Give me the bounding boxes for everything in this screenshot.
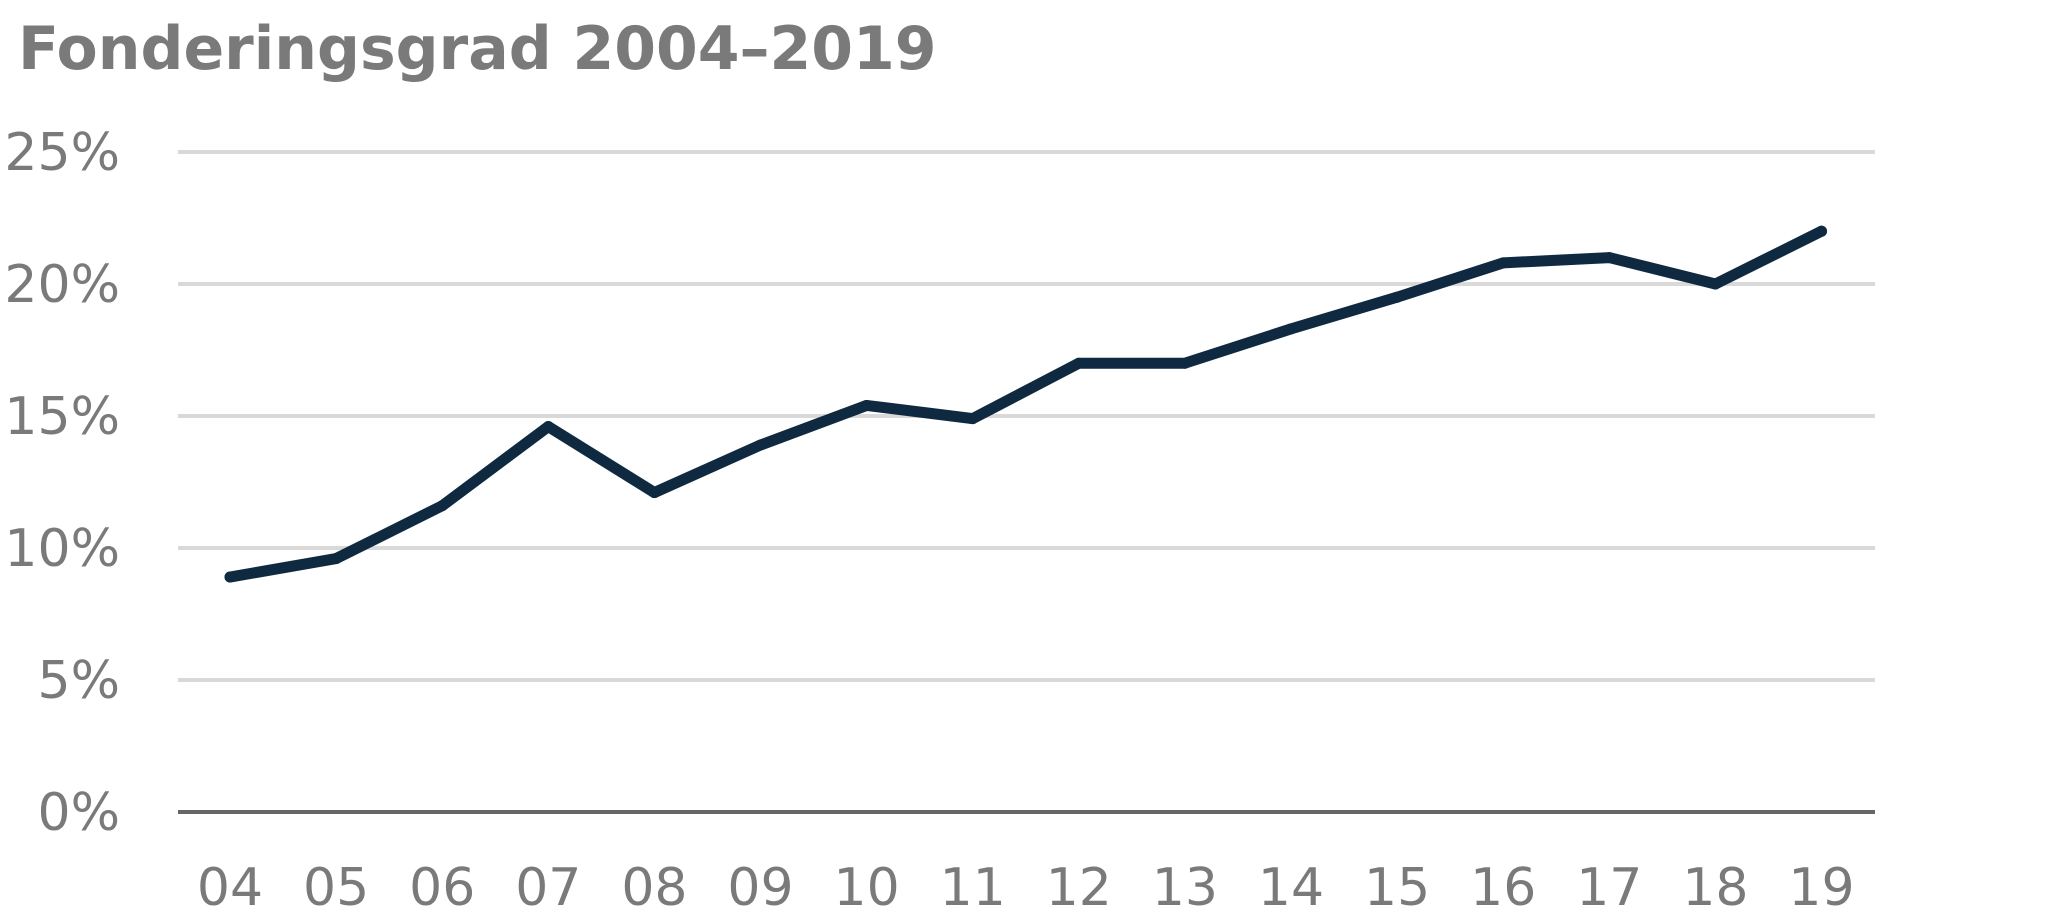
series-line xyxy=(224,225,1827,583)
x-tick-label: 17 xyxy=(1576,858,1642,918)
x-tick-label: 09 xyxy=(727,858,793,918)
x-tick-label: 05 xyxy=(303,858,369,918)
y-tick-label: 0% xyxy=(38,783,121,843)
x-axis-tick-labels: 04 05 06 07 08 09 10 11 12 13 14 15 16 17 18 19 xyxy=(197,858,1855,918)
x-tick-label: 16 xyxy=(1470,858,1536,918)
data-point xyxy=(224,571,236,583)
x-tick-label: 18 xyxy=(1682,858,1748,918)
x-tick-label: 10 xyxy=(834,858,900,918)
y-tick-label: 20% xyxy=(4,255,120,315)
data-point xyxy=(967,413,979,425)
x-tick-label: 12 xyxy=(1046,858,1112,918)
y-tick-label: 10% xyxy=(4,519,120,579)
x-tick-label: 19 xyxy=(1788,858,1854,918)
y-tick-label: 5% xyxy=(38,651,121,711)
data-point xyxy=(1073,357,1085,369)
x-tick-label: 11 xyxy=(940,858,1006,918)
x-tick-label: 14 xyxy=(1258,858,1324,918)
x-tick-label: 08 xyxy=(621,858,687,918)
y-tick-label: 15% xyxy=(4,387,120,447)
data-point xyxy=(1816,225,1827,237)
data-point xyxy=(436,500,448,512)
data-point xyxy=(861,399,873,411)
gridlines xyxy=(178,150,1875,682)
data-point xyxy=(542,421,554,433)
data-point xyxy=(755,439,766,451)
data-point xyxy=(648,487,660,499)
x-tick-label: 15 xyxy=(1364,858,1430,918)
data-point xyxy=(1497,257,1509,269)
data-point xyxy=(330,553,342,565)
chart-title: Fonderingsgrad 2004–2019 xyxy=(18,14,937,84)
data-point xyxy=(1391,291,1403,303)
x-tick-label: 07 xyxy=(515,858,581,918)
data-point xyxy=(1285,323,1297,335)
y-tick-label: 25% xyxy=(4,123,120,183)
data-point xyxy=(1179,357,1191,369)
y-axis-tick-labels: 0% 5% 10% 15% 20% 25% xyxy=(4,123,120,843)
data-point xyxy=(1603,252,1615,264)
x-tick-label: 13 xyxy=(1152,858,1218,918)
x-tick-label: 04 xyxy=(197,858,263,918)
x-tick-label: 06 xyxy=(409,858,475,918)
data-point xyxy=(1709,278,1721,290)
series-layer xyxy=(224,225,1827,583)
